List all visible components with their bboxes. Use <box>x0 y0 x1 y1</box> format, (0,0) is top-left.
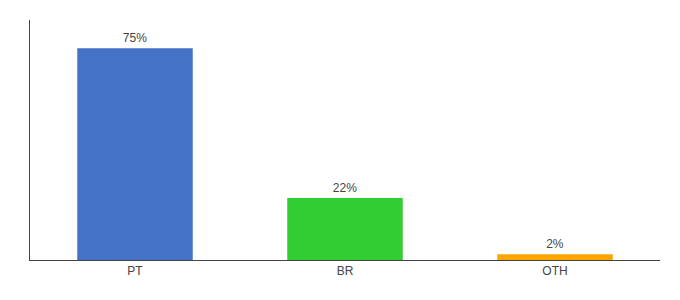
svg-text:OTH: OTH <box>542 264 567 278</box>
svg-text:PT: PT <box>127 264 143 278</box>
svg-text:BR: BR <box>337 264 354 278</box>
svg-text:2%: 2% <box>546 237 564 251</box>
svg-text:22%: 22% <box>333 181 357 195</box>
svg-text:75%: 75% <box>123 31 147 45</box>
